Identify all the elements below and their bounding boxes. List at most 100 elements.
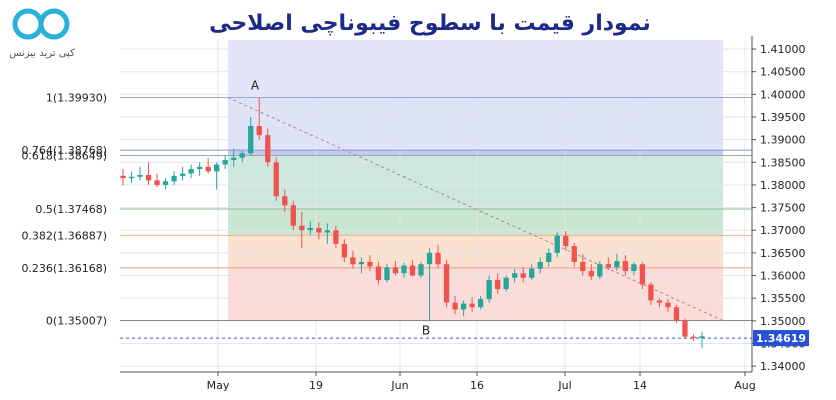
- point-label-b: B: [422, 324, 430, 338]
- x-tick-label: 19: [309, 379, 323, 392]
- logo-icon: [12, 8, 70, 40]
- fib-lines: [120, 97, 752, 322]
- chart-title: نمودار قیمت با سطوح فیبوناچی اصلاحی: [209, 11, 651, 36]
- candle-body: [214, 164, 220, 172]
- candle-body: [392, 267, 399, 274]
- candle-body: [299, 225, 305, 231]
- candle-body: [273, 162, 279, 197]
- point-label-a: A: [251, 79, 260, 93]
- candle-body: [588, 270, 594, 277]
- y-tick-label: 1.38500: [760, 156, 806, 169]
- y-tick-label: 1.34000: [760, 360, 806, 373]
- fib-zones: [228, 40, 723, 321]
- candle-body: [673, 307, 680, 321]
- fib-level-label: 0.764(1.38768): [21, 144, 107, 157]
- candle-body: [469, 303, 475, 308]
- candle-body: [358, 261, 365, 265]
- candle-body: [248, 126, 254, 154]
- candle-body: [154, 180, 160, 185]
- candle-body: [546, 252, 552, 262]
- candle-body: [477, 299, 484, 308]
- candle-body: [128, 176, 135, 179]
- candle-body: [605, 264, 611, 268]
- fib-level-label: 1(1.39930): [46, 92, 107, 105]
- x-tick-label: 14: [633, 379, 647, 392]
- candle-body: [580, 261, 586, 271]
- y-tick-label: 1.36500: [760, 247, 806, 260]
- fib-level-label: 0(1.35007): [46, 315, 107, 328]
- candle-body: [137, 174, 143, 177]
- candle-body: [495, 280, 501, 290]
- current-price-tag: [753, 330, 809, 347]
- candle-body: [682, 320, 688, 337]
- candle-body: [529, 268, 535, 278]
- x-tick-label: Aug: [734, 379, 755, 392]
- x-tick-label: Jun: [390, 379, 408, 392]
- candle-body: [503, 277, 509, 290]
- candle-body: [563, 235, 569, 247]
- y-tick-label: 1.37000: [760, 224, 806, 237]
- candle-body: [350, 257, 356, 265]
- fib-level-label: 0.382(1.36887): [21, 229, 107, 242]
- y-tick-label: 1.36000: [760, 270, 806, 283]
- fib-zone: [228, 97, 723, 151]
- labels: 1(1.39930) 0.764(1.38768)0.618(1.38649) 0.…: [21, 79, 809, 347]
- candle-body: [307, 227, 313, 231]
- candle-body: [265, 135, 271, 163]
- candle-body: [665, 302, 671, 308]
- candle-body: [188, 169, 194, 174]
- candle-body: [145, 174, 152, 181]
- y-tick-label: 1.39500: [760, 111, 806, 124]
- y-tick-label: 1.40000: [760, 88, 806, 101]
- candle-body: [162, 181, 169, 185]
- candle-body: [614, 261, 620, 268]
- fib-level-label: 0.236(1.36168): [21, 262, 107, 275]
- candle-body: [537, 261, 543, 269]
- fib-zone: [228, 155, 723, 210]
- y-tick-label: 1.40500: [760, 66, 806, 79]
- candle-body: [597, 264, 603, 277]
- candle-body: [179, 173, 186, 176]
- candle-body: [690, 336, 697, 339]
- candle-body: [435, 252, 441, 265]
- candle-body: [443, 264, 450, 303]
- candle-body: [341, 243, 348, 258]
- candle-body: [554, 235, 560, 253]
- y-tick-label: 1.37500: [760, 202, 806, 215]
- candle-body: [256, 126, 262, 136]
- y-tick-label: 1.35500: [760, 292, 806, 305]
- axes: 1.340001.345001.350001.355001.360001.365…: [120, 36, 806, 392]
- candle-body: [631, 264, 637, 271]
- y-tick-label: 1.41000: [760, 43, 806, 56]
- candle-body: [367, 261, 373, 267]
- logo-text: کپی ترید بیزنس: [9, 48, 75, 59]
- candle-body: [316, 227, 322, 233]
- candle-body: [648, 284, 654, 301]
- candle-body: [571, 246, 577, 262]
- candle-body: [512, 273, 518, 278]
- fib-level-label: 0.618(1.38649): [21, 150, 107, 163]
- candle-body: [699, 336, 705, 339]
- y-tick-label: 1.35000: [760, 315, 806, 328]
- y-tick-label: 1.38000: [760, 179, 806, 192]
- candle-body: [239, 153, 245, 158]
- candle-body: [333, 230, 339, 244]
- candle-body: [452, 302, 458, 310]
- candle-body: [222, 160, 228, 165]
- x-tick-label: Jul: [557, 379, 571, 392]
- candle-body: [171, 175, 177, 182]
- x-tick-label: 16: [470, 379, 484, 392]
- candle-body: [418, 264, 424, 276]
- x-tick-label: May: [207, 379, 230, 392]
- candle-body: [639, 264, 646, 285]
- candle-body: [290, 205, 296, 226]
- candle-body: [384, 267, 390, 281]
- candle-body: [120, 175, 126, 179]
- candle-body: [324, 230, 330, 233]
- candle-body: [282, 196, 288, 206]
- candle-body: [486, 280, 492, 300]
- candle-body: [520, 273, 526, 278]
- fib-level-label: 0.5(1.37468): [35, 203, 107, 216]
- candle-body: [205, 166, 211, 172]
